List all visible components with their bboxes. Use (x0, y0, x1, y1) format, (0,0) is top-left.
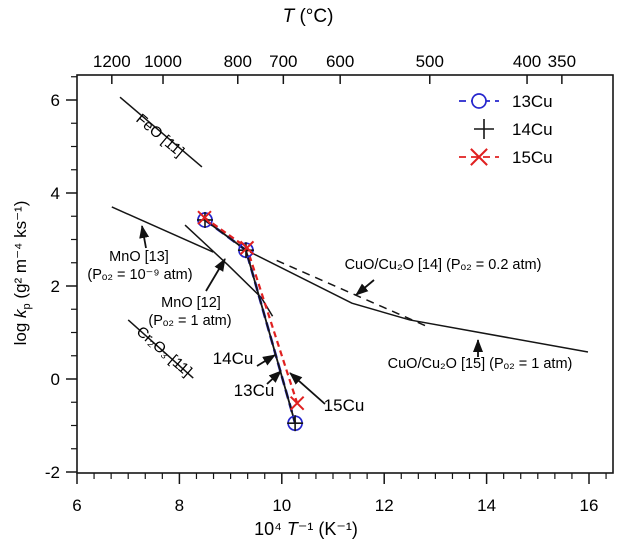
data-series (197, 210, 305, 432)
mno12-label-1: MnO [12] (161, 295, 221, 311)
top-tick-label: 500 (416, 52, 444, 71)
x-tick-label: 8 (175, 496, 184, 515)
y-tick-label: 2 (51, 277, 60, 296)
marker-circle (471, 93, 487, 109)
top-tick-label: 400 (513, 52, 541, 71)
axis-ticks (66, 75, 607, 484)
bottom-axis-title: 10⁴ T⁻¹ (K⁻¹) (254, 519, 358, 540)
bottom-axis-title-var: T (286, 519, 298, 539)
top-tick-label: 1000 (144, 52, 182, 71)
legend-label-14Cu: 14Cu (512, 120, 553, 139)
left-axis-title-pre: log (11, 317, 30, 346)
label-14cu: 14Cu (213, 349, 254, 368)
left-axis-title-var: k (11, 309, 30, 318)
label-14cu-arrow (256, 354, 276, 367)
cuo14-label-arrow (355, 279, 375, 296)
line-Cr2O3-11 (127, 319, 194, 379)
x-tick-label: 10 (272, 496, 291, 515)
marker-x (470, 148, 488, 166)
label-13cu: 13Cu (234, 381, 275, 400)
x-tick-label: 14 (477, 496, 496, 515)
y-tick-label: 6 (51, 91, 60, 110)
cr2o3-label: Cr₂O₃ [11] (133, 323, 195, 380)
x-tick-label: 12 (375, 496, 394, 515)
label-15cu-arrow (289, 372, 326, 405)
x-tick-label: 16 (580, 496, 599, 515)
top-tick-label: 800 (224, 52, 252, 71)
annotations: FeO [11] Cr₂O₃ [11] MnO [13] (Pₒ₂ = 10⁻⁹ at… (87, 111, 572, 415)
top-axis-title: T (°C) (283, 6, 334, 28)
cuo14-label: CuO/Cu₂O [14] (Pₒ₂ = 0.2 atm) (345, 257, 542, 273)
top-tick-label: 600 (326, 52, 354, 71)
legend-item-14Cu: 14Cu (474, 119, 553, 139)
marker-x (239, 240, 255, 256)
line-MnO-13 (111, 206, 214, 253)
left-axis-title-sub: p (21, 303, 33, 310)
line-FeO-11 (119, 96, 203, 168)
y-tick-label: 4 (51, 184, 60, 203)
reference-lines (111, 96, 589, 379)
mno12-label-1-arrow (205, 258, 226, 292)
axis-tick-labels: 6 8 10 12 14 16 6 4 2 0 -2 1200 1000 800 700 600 500 400 3… (45, 52, 599, 515)
label-15cu: 15Cu (324, 396, 365, 415)
plot-border (76, 74, 614, 474)
left-axis-title: log kp (g² m⁻⁴ ks⁻¹) (11, 201, 33, 346)
mno13-label-1-arrow (139, 225, 150, 249)
legend: 13Cu 14Cu 15Cu (459, 92, 553, 167)
marker-x (197, 210, 212, 225)
legend-label-13Cu: 13Cu (512, 92, 553, 111)
y-tick-label: -2 (45, 463, 60, 482)
mno13-label-1: MnO [13] (109, 249, 169, 265)
cuo15-label: CuO/Cu₂O [15] (Pₒ₂ = 1 atm) (388, 356, 573, 372)
legend-label-15Cu: 15Cu (512, 148, 553, 167)
legend-item-13Cu: 13Cu (459, 92, 553, 111)
line-CuO-Cu2O-15 (249, 251, 589, 353)
x-tick-label: 6 (72, 496, 81, 515)
mno12-label-2: (Pₒ₂ = 1 atm) (148, 313, 231, 329)
plot-frame (76, 74, 614, 474)
top-axis-title-unit: (°C) (294, 6, 334, 27)
bottom-axis-title-pre: 10⁴ (254, 519, 287, 539)
legend-item-15Cu: 15Cu (459, 148, 553, 167)
top-axis-title-var: T (282, 6, 295, 27)
feo-label: FeO [11] (133, 111, 188, 161)
top-tick-label: 1200 (93, 52, 131, 71)
mno13-label-2: (Pₒ₂ = 10⁻⁹ atm) (87, 267, 192, 283)
top-tick-label: 700 (269, 52, 297, 71)
bottom-axis-title-post: ⁻¹ (K⁻¹) (297, 519, 358, 539)
left-axis-title-post: (g² m⁻⁴ ks⁻¹) (11, 200, 30, 304)
y-tick-label: 0 (51, 370, 60, 389)
top-tick-label: 350 (548, 52, 576, 71)
marker-x (289, 395, 305, 411)
label-13cu-arrow (266, 370, 282, 385)
